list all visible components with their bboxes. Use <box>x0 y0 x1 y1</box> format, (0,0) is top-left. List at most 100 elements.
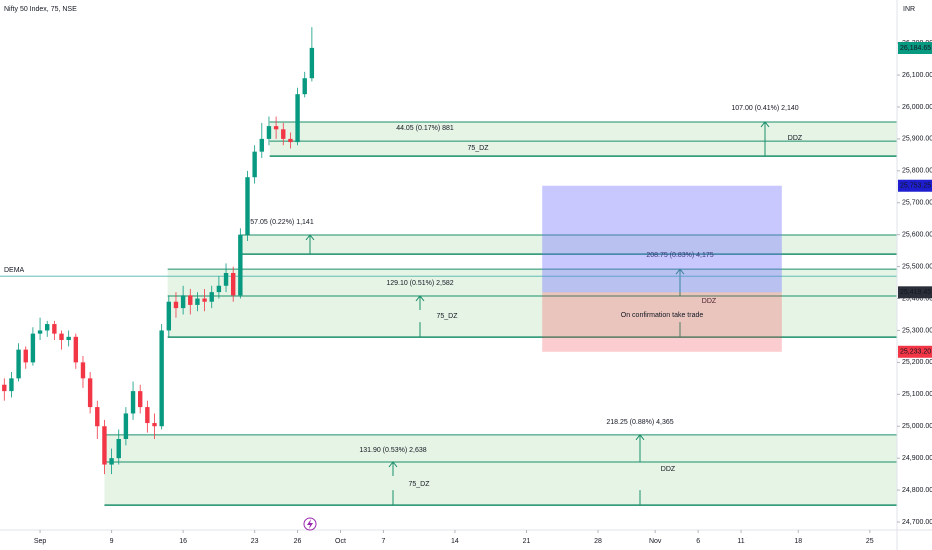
y-tick-label: 25,800.00 <box>902 168 932 175</box>
zone-measure-label: 208.75 (0.83%) 4,175 <box>646 252 713 259</box>
zone-arrow <box>635 434 645 462</box>
candle-body <box>209 292 214 302</box>
candle-body <box>252 151 257 178</box>
x-tick-label: 26 <box>294 538 302 545</box>
candle-body <box>195 298 200 305</box>
candle-body <box>138 391 143 408</box>
y-tick-label: 25,400.00 <box>902 295 932 302</box>
price-tag <box>898 42 932 55</box>
zone-name: DDZ <box>702 298 717 305</box>
zone-arrow <box>760 121 770 142</box>
zone-name: 75_DZ <box>467 145 489 152</box>
price-tag-label: 25,753.25 <box>900 183 931 190</box>
zone-name: 75_DZ <box>436 313 458 320</box>
target-zone <box>542 185 782 293</box>
zone-measure-label: 44.05 (0.17%) 881 <box>396 125 454 132</box>
event-icon <box>303 517 317 531</box>
zone-name: DDZ <box>661 466 676 473</box>
candle-body <box>109 458 114 465</box>
x-tick-label: 16 <box>179 538 187 545</box>
candle-body <box>188 295 193 305</box>
candle-body <box>30 333 36 363</box>
x-tick-label: 14 <box>451 538 459 545</box>
price-tag <box>898 345 932 358</box>
candle-body <box>259 138 265 152</box>
zones: 44.05 (0.17%) 881 75_DZ 107.00 (0.41%) 2,1… <box>0 105 898 506</box>
chart-title: Nifty 50 Index, 75, NSE <box>4 6 77 13</box>
demand-zone <box>167 269 898 338</box>
y-tick-label: 24,800.00 <box>902 487 932 494</box>
candle-body <box>116 439 121 459</box>
zone-measure-label: 131.90 (0.53%) 2,638 <box>359 447 426 454</box>
price-tag <box>898 286 932 299</box>
zone-measure-label: 218.25 (0.88%) 4,365 <box>606 419 673 426</box>
x-tick-label: 9 <box>110 538 114 545</box>
y-tick-label: 25,100.00 <box>902 391 932 398</box>
zone-arrow <box>305 234 315 255</box>
candle-body <box>273 126 279 130</box>
zone-arrow <box>415 295 425 310</box>
candle-body <box>130 391 136 414</box>
x-tick-label: 18 <box>794 538 802 545</box>
candle-body <box>145 407 150 424</box>
candle-body <box>2 384 7 392</box>
candle-body <box>173 301 179 309</box>
x-tick-label: Oct <box>335 538 346 545</box>
x-tick-label: 25 <box>866 538 874 545</box>
x-tick-label: 11 <box>737 538 744 545</box>
zone-name: 75_DZ <box>408 481 430 488</box>
candle-body <box>52 324 57 334</box>
candle-body <box>302 78 307 95</box>
candle-body <box>37 330 43 334</box>
candle-body <box>180 295 186 309</box>
currency: INR <box>903 6 915 13</box>
x-tick-label: 28 <box>594 538 602 545</box>
candle-body <box>80 362 86 379</box>
candle-body <box>87 378 93 408</box>
y-tick-label: 25,900.00 <box>902 136 932 143</box>
position: On confirmation take trade <box>542 185 782 352</box>
candle-body <box>9 378 14 392</box>
demand-zone <box>104 434 897 506</box>
zone-name: DDZ <box>788 135 803 142</box>
zone-measure-label: 57.05 (0.22%) 1,141 <box>250 219 314 226</box>
zone-arrow <box>675 268 685 296</box>
price-tag-label: 26,184.65 <box>900 45 931 52</box>
candle-body <box>295 94 300 143</box>
zone-measure-label: 107.00 (0.41%) 2,140 <box>731 105 798 112</box>
y-tick-label: 25,000.00 <box>902 423 932 430</box>
candle-body <box>66 336 71 341</box>
candle-body <box>152 423 157 427</box>
y-tick-label: 25,700.00 <box>902 200 932 207</box>
price-tag-label: 25,419.45 <box>900 289 931 296</box>
candle-body <box>59 333 64 341</box>
demand-zone <box>239 234 898 255</box>
candle-body <box>23 349 28 363</box>
candle-body <box>266 126 272 139</box>
price-tag <box>898 179 932 192</box>
zone-measure-label: 129.10 (0.51%) 2,582 <box>386 280 453 287</box>
y-tick-label: 26,100.00 <box>902 72 932 79</box>
candle-body <box>102 426 107 465</box>
candle-body <box>45 324 50 331</box>
dema-label: DEMA <box>4 267 25 274</box>
position-note: On confirmation take trade <box>621 312 704 319</box>
candle-body <box>288 138 293 143</box>
x-tick-label: Nov <box>649 538 662 545</box>
candle-body <box>309 47 315 79</box>
y-tick-label: 24,700.00 <box>902 519 932 526</box>
candle-body <box>95 407 100 427</box>
x-tick-label: 7 <box>381 538 385 545</box>
candle-body <box>16 349 21 379</box>
candle-body <box>123 413 129 440</box>
y-tick-label: 24,900.00 <box>902 455 932 462</box>
y-tick-label: 25,500.00 <box>902 263 932 270</box>
x-tick-label: Sep <box>34 538 47 545</box>
candle-body <box>216 285 222 293</box>
x-tick-label: 21 <box>523 538 531 545</box>
candle-body <box>281 129 286 139</box>
